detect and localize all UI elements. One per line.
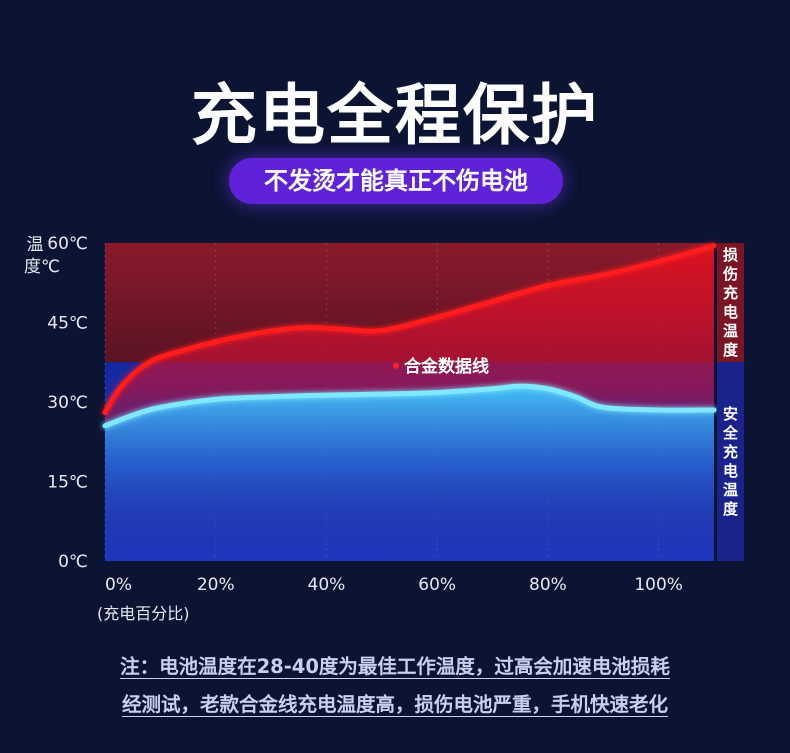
series-marker-dot [392,362,399,369]
new-cable-series-area [105,386,714,561]
series-label: 合金数据线 [404,356,489,377]
alloy-cable-series-line [102,243,717,416]
x-tick-label: 40% [308,575,346,595]
subtitle-badge: 不发烫才能真正不伤电池 [229,158,563,204]
x-tick-label: 20% [197,575,235,595]
safe-zone-label: 安全充电温度 [717,362,744,561]
danger-zone-label: 损伤充电温度 [717,243,744,362]
page-title: 充电全程保护 [191,77,599,154]
x-tick-label: 80% [529,575,567,595]
y-tick-label: 45℃ [47,314,88,334]
y-tick-label: 15℃ [47,473,88,493]
x-axis-label: (充电百分比) [97,604,190,623]
y-tick-label: 0℃ [58,552,88,572]
new-cable-series-line [102,383,717,429]
x-tick-label: 100% [634,575,683,595]
note-line-1: 注：电池温度在28-40度为最佳工作温度，过高会加速电池损耗 [120,655,670,678]
x-tick-label: 0% [105,575,132,595]
y-tick-label: 30℃ [47,393,88,413]
note-line-2: 经测试，老款合金线充电温度高，损伤电池严重，手机快速老化 [121,693,668,716]
x-tick-label: 60% [418,575,456,595]
y-tick-label: 60℃ [47,234,88,254]
